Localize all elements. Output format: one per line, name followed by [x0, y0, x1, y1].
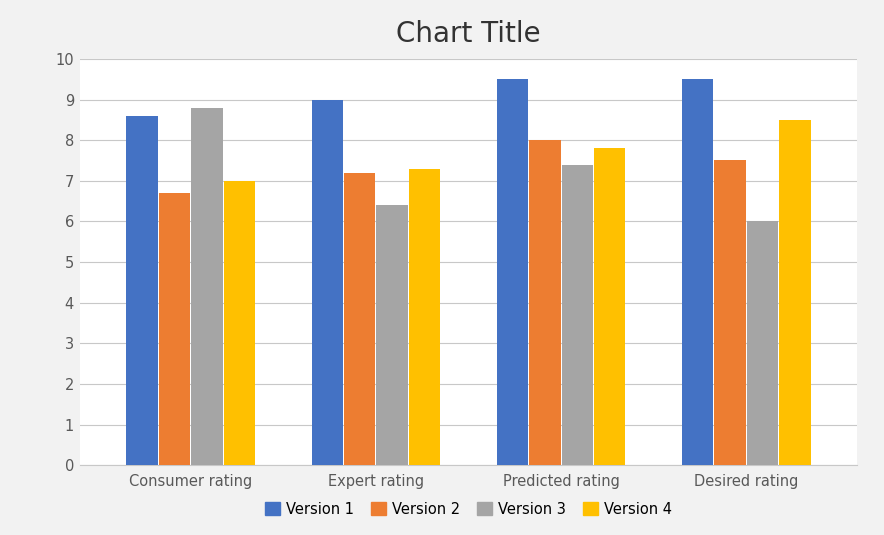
Bar: [311, 100, 343, 465]
Bar: [224, 181, 255, 465]
Bar: [191, 108, 223, 465]
Bar: [497, 79, 529, 465]
Bar: [594, 148, 626, 465]
Bar: [344, 173, 376, 465]
Bar: [408, 169, 440, 465]
Bar: [779, 120, 811, 465]
Bar: [682, 79, 713, 465]
Bar: [377, 205, 408, 465]
Bar: [747, 221, 778, 465]
Bar: [530, 140, 560, 465]
Bar: [561, 165, 593, 465]
Bar: [714, 160, 746, 465]
Title: Chart Title: Chart Title: [396, 20, 541, 48]
Bar: [126, 116, 158, 465]
Legend: Version 1, Version 2, Version 3, Version 4: Version 1, Version 2, Version 3, Version…: [260, 496, 677, 522]
Bar: [159, 193, 190, 465]
